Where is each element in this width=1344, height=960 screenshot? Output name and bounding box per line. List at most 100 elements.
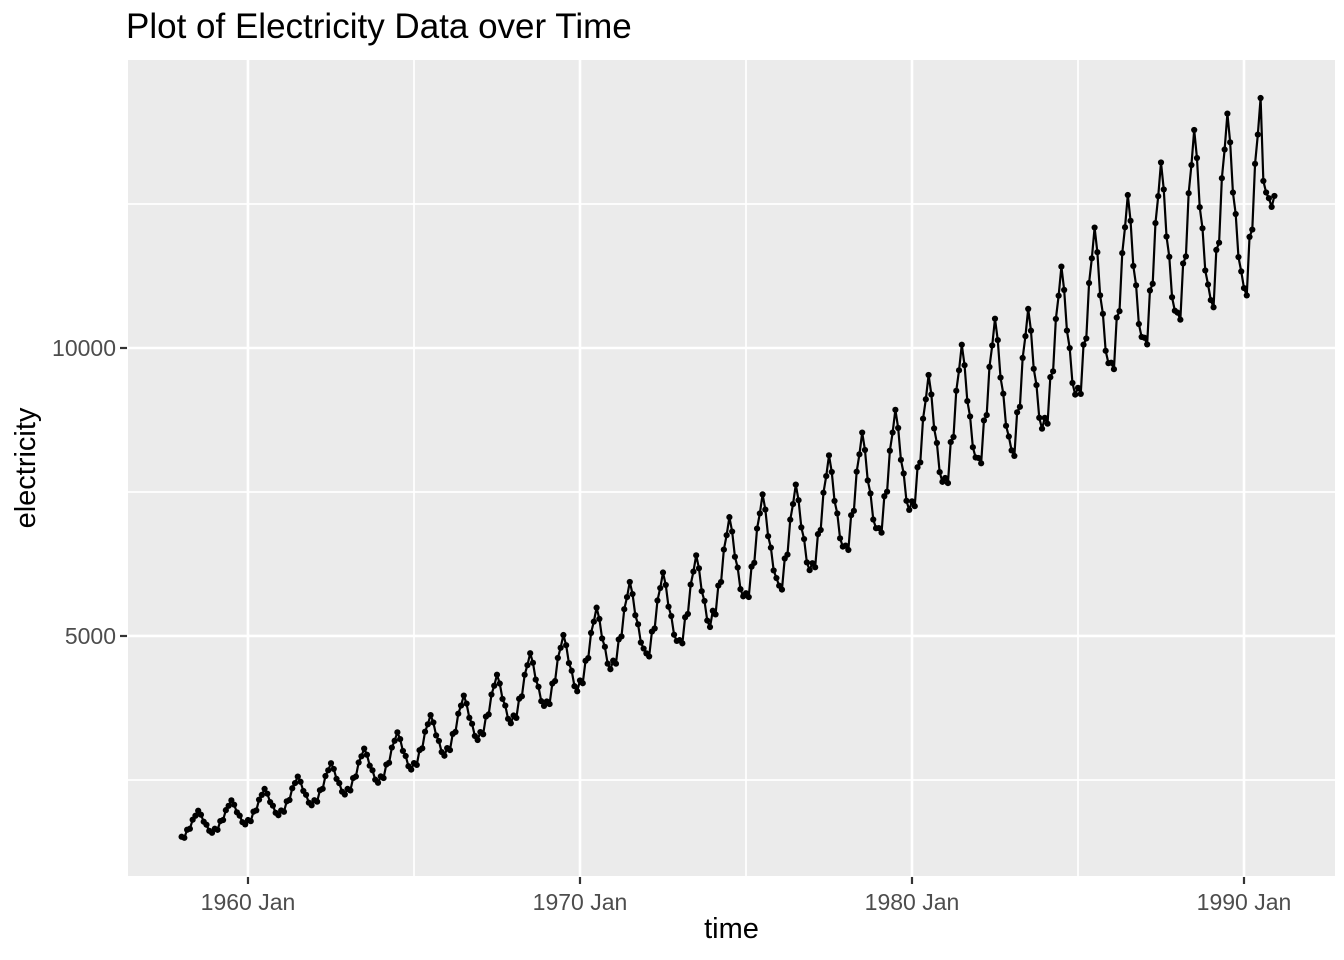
data-point	[906, 506, 913, 513]
data-point	[1188, 161, 1195, 169]
data-point	[964, 398, 971, 405]
data-point	[546, 700, 553, 708]
data-point	[258, 791, 265, 799]
data-point	[186, 825, 193, 832]
data-point	[1097, 292, 1104, 299]
data-point	[895, 424, 902, 432]
data-point	[1260, 177, 1267, 185]
data-point	[192, 812, 199, 819]
data-point	[1193, 154, 1201, 162]
data-point	[861, 446, 869, 454]
data-point	[1130, 262, 1137, 270]
data-point	[264, 790, 271, 797]
data-point	[485, 711, 492, 718]
data-point	[798, 524, 805, 531]
data-point	[225, 802, 232, 809]
x-tick-label: 1960 Jan	[200, 889, 296, 915]
data-point	[773, 574, 780, 582]
data-point	[853, 468, 860, 475]
data-point	[950, 433, 957, 441]
data-point	[253, 807, 260, 814]
data-point	[571, 683, 578, 690]
data-point	[435, 737, 442, 745]
data-point	[280, 808, 288, 815]
data-point	[897, 456, 905, 463]
data-point	[767, 544, 774, 551]
data-point	[878, 529, 885, 536]
data-point	[358, 753, 365, 760]
data-point	[1027, 327, 1035, 334]
data-point	[640, 645, 647, 652]
data-point	[236, 812, 243, 819]
data-point	[524, 662, 531, 669]
data-point	[446, 746, 454, 754]
data-point	[1121, 224, 1129, 231]
data-point	[1083, 335, 1090, 342]
data-point	[322, 772, 329, 780]
data-point	[557, 644, 564, 651]
data-point	[704, 617, 711, 624]
data-point	[1000, 390, 1007, 397]
data-point	[1160, 186, 1167, 193]
data-point	[441, 752, 448, 759]
data-point	[975, 454, 982, 462]
data-point	[463, 700, 470, 707]
data-point	[931, 425, 938, 432]
data-point	[424, 721, 431, 728]
data-point	[314, 798, 321, 805]
data-point	[203, 821, 210, 828]
data-point	[1238, 268, 1245, 275]
data-point	[421, 728, 429, 735]
data-point	[756, 510, 763, 517]
data-point	[402, 752, 409, 760]
data-point	[1149, 280, 1156, 287]
y-tick-label: 5000	[64, 622, 116, 649]
data-point	[812, 564, 819, 571]
data-point	[1033, 381, 1040, 389]
data-point	[596, 615, 603, 622]
data-point	[753, 525, 761, 532]
data-point	[529, 659, 537, 666]
data-point	[1002, 422, 1010, 429]
data-point	[720, 546, 727, 553]
data-point	[1199, 225, 1206, 232]
data-point	[1011, 452, 1018, 459]
data-point	[565, 660, 573, 667]
data-point	[684, 610, 691, 618]
data-point	[1069, 379, 1076, 387]
data-point	[527, 650, 534, 657]
data-point	[1066, 344, 1073, 352]
data-point	[1063, 327, 1071, 334]
data-point	[778, 586, 786, 593]
data-point	[623, 594, 631, 601]
data-point	[397, 735, 404, 743]
data-point	[297, 778, 304, 785]
data-point	[723, 532, 730, 539]
data-point	[1116, 308, 1123, 315]
data-point	[789, 500, 797, 508]
data-point	[745, 593, 752, 601]
data-point	[1124, 191, 1131, 199]
data-point	[1218, 175, 1225, 182]
data-point	[269, 802, 276, 809]
data-point	[867, 490, 874, 497]
data-point	[1055, 292, 1062, 299]
data-point	[504, 715, 512, 722]
data-point	[330, 765, 337, 773]
data-point	[590, 618, 597, 625]
data-point	[419, 745, 426, 752]
x-tick-label: 1970 Jan	[532, 889, 628, 915]
data-point	[1102, 347, 1109, 354]
data-point	[1191, 126, 1198, 134]
data-point	[792, 481, 799, 488]
data-point	[231, 801, 238, 808]
data-point	[1044, 420, 1051, 427]
data-point	[1091, 224, 1098, 231]
data-point	[864, 477, 871, 484]
data-point	[955, 367, 963, 374]
data-point	[1061, 286, 1068, 293]
data-point	[845, 546, 852, 554]
data-point	[587, 629, 595, 636]
data-point	[1232, 210, 1239, 218]
